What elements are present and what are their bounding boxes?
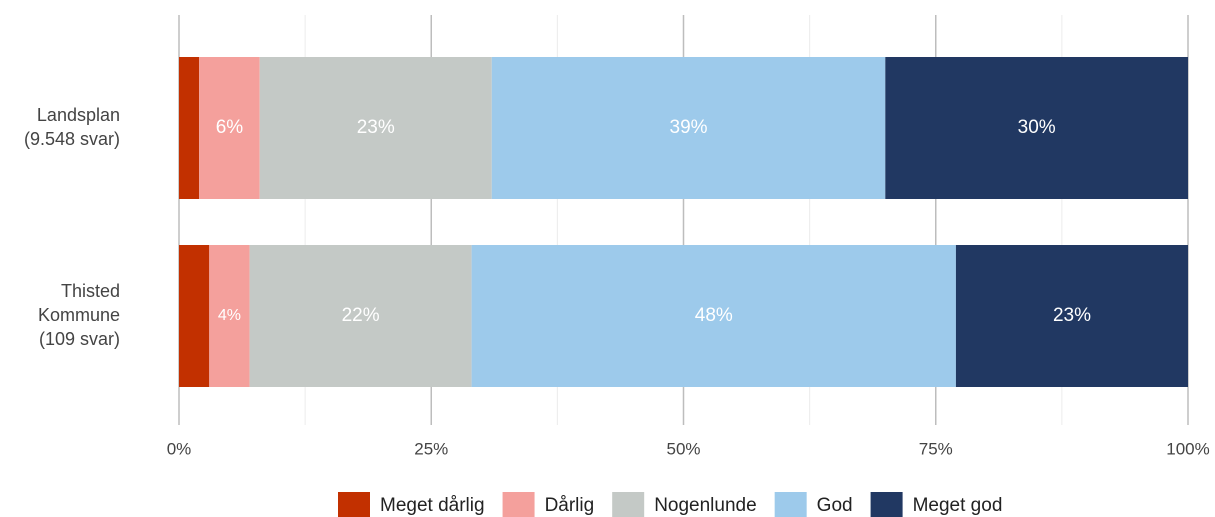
legend-label: Dårlig	[545, 495, 595, 516]
x-tick-label: 0%	[167, 439, 192, 458]
data-label: 48%	[695, 305, 733, 326]
y-tick-label: Thisted	[61, 281, 120, 301]
legend-label: Meget dårlig	[380, 495, 485, 516]
bar-segment	[179, 245, 210, 387]
data-label: 23%	[357, 117, 395, 138]
x-tick-label: 25%	[414, 439, 448, 458]
legend-label: Meget god	[913, 495, 1003, 516]
x-tick-label: 75%	[919, 439, 953, 458]
legend-swatch	[870, 492, 903, 517]
bar-segment	[259, 57, 492, 199]
legend-swatch	[612, 492, 645, 517]
data-label: 22%	[342, 305, 380, 326]
data-label: 39%	[670, 117, 708, 138]
legend-label: Nogenlunde	[654, 495, 756, 516]
data-label: 6%	[216, 117, 244, 138]
x-tick-label: 100%	[1166, 439, 1209, 458]
legend-swatch	[338, 492, 370, 517]
legend-label: God	[817, 495, 853, 516]
data-label: 30%	[1018, 117, 1056, 138]
bar-segment	[209, 245, 250, 387]
x-tick-label: 50%	[666, 439, 700, 458]
bar-segment	[955, 245, 1188, 387]
legend-swatch	[502, 492, 535, 517]
bar-segment	[885, 57, 1188, 199]
bar-segment	[471, 245, 956, 387]
y-tick-label: (109 svar)	[39, 329, 120, 349]
y-tick-label: Landsplan	[37, 105, 120, 125]
data-label: 23%	[1053, 305, 1091, 326]
y-tick-label: Kommune	[38, 305, 120, 325]
bar-segment	[491, 57, 886, 199]
bar-segment	[199, 57, 260, 199]
legend-swatch	[774, 492, 807, 517]
bar-segment	[179, 57, 200, 199]
data-label: 4%	[218, 307, 241, 324]
bar-segment	[249, 245, 472, 387]
y-tick-label: (9.548 svar)	[24, 129, 120, 149]
